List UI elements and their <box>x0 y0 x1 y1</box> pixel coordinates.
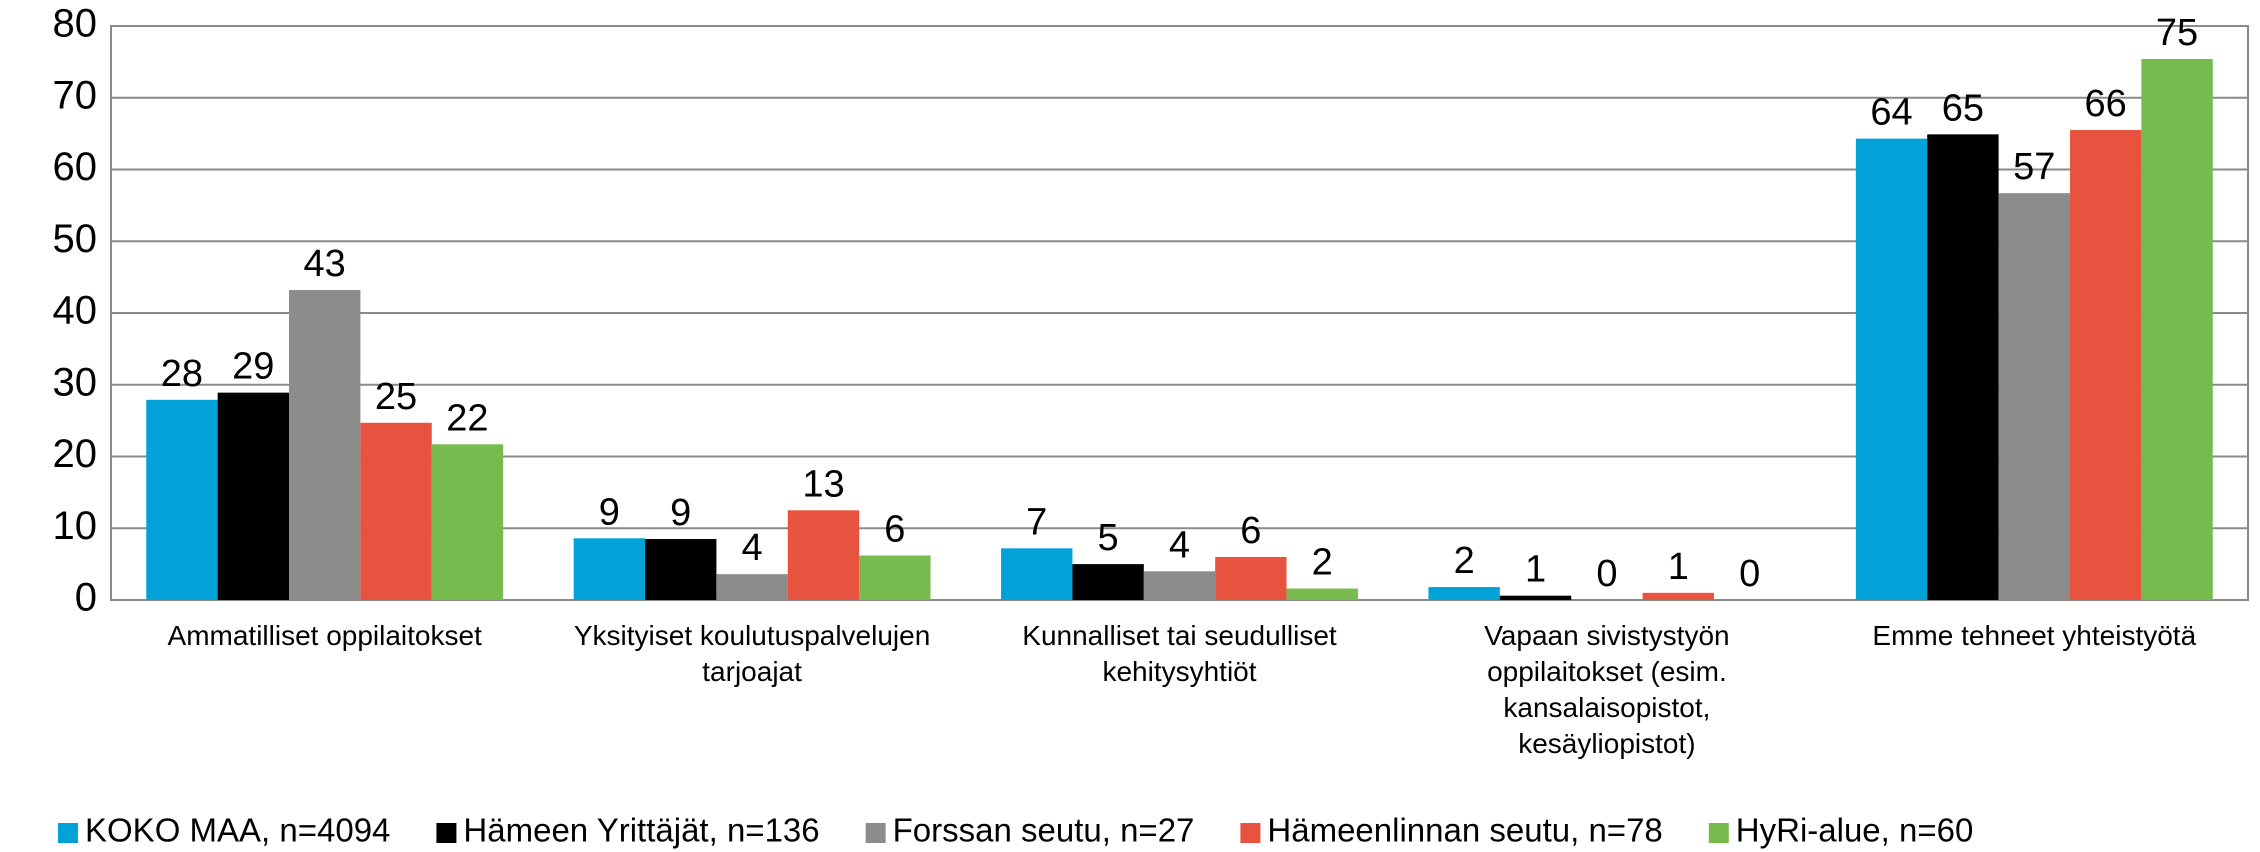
y-tick-label: 60 <box>53 145 98 189</box>
data-label: 22 <box>446 397 488 439</box>
data-label: 65 <box>1942 87 1984 129</box>
y-tick-label: 20 <box>53 432 98 476</box>
legend-label: Hämeen Yrittäjät, n=136 <box>463 812 819 849</box>
data-label: 5 <box>1098 517 1119 559</box>
x-tick-label: Ammatilliset oppilaitokset <box>168 620 483 651</box>
data-label: 6 <box>1240 510 1261 552</box>
bar <box>787 510 860 600</box>
bar <box>431 444 504 600</box>
bar <box>1998 193 2070 601</box>
legend-swatch <box>436 823 457 843</box>
data-label: 9 <box>670 492 691 534</box>
data-label: 0 <box>1596 553 1617 595</box>
bar <box>859 555 931 600</box>
data-label: 1 <box>1525 549 1546 591</box>
data-label: 29 <box>232 346 274 388</box>
y-tick-label: 50 <box>53 217 98 261</box>
bar <box>1143 571 1216 600</box>
x-tick-label: Kunnalliset tai seudulliset kehitysyhtiöt <box>1022 620 1337 687</box>
data-label: 57 <box>2013 146 2055 188</box>
y-tick-label: 70 <box>53 73 98 117</box>
data-label: 64 <box>1870 92 1912 134</box>
bar <box>1428 587 1500 600</box>
legend-swatch <box>1708 823 1729 843</box>
legend-swatch <box>58 823 78 843</box>
data-label: 7 <box>1026 501 1047 543</box>
bar <box>289 290 361 600</box>
x-tick-label: Vapaan sivistystyön oppilaitokset (esim. k… <box>1484 620 1729 759</box>
data-label: 43 <box>304 243 346 285</box>
bar <box>573 538 646 600</box>
y-tick-label: 80 <box>53 2 98 46</box>
legend-swatch <box>865 823 886 843</box>
bar <box>1001 548 1073 600</box>
legend-label: Hämeenlinnan seutu, n=78 <box>1267 812 1662 849</box>
bar <box>1286 588 1358 600</box>
data-label: 4 <box>742 527 763 569</box>
data-label: 9 <box>599 491 620 533</box>
legend-label: Forssan seutu, n=27 <box>893 812 1195 849</box>
bar <box>1215 556 1287 600</box>
data-label: 2 <box>1454 540 1475 582</box>
y-tick-label: 0 <box>75 576 97 620</box>
data-label: 75 <box>2156 12 2198 54</box>
data-label: 13 <box>802 463 844 505</box>
data-label: 2 <box>1312 542 1333 584</box>
bar <box>217 392 290 600</box>
y-tick-label: 10 <box>53 504 98 548</box>
bar <box>2141 59 2213 600</box>
bar <box>1855 138 1928 600</box>
data-label: 28 <box>161 353 203 395</box>
data-label: 1 <box>1668 546 1689 588</box>
data-label: 25 <box>375 376 417 418</box>
x-tick-label: Emme tehneet yhteistyötä <box>1872 620 2196 651</box>
bar <box>146 399 218 600</box>
y-tick-label: 40 <box>53 289 98 333</box>
y-tick-label: 30 <box>53 360 98 404</box>
data-label: 66 <box>2085 83 2127 125</box>
legend-label: HyRi-alue, n=60 <box>1736 812 1974 849</box>
bar <box>716 574 788 600</box>
bar <box>1642 592 1714 600</box>
legend-swatch <box>1240 823 1261 843</box>
data-label: 4 <box>1169 524 1190 566</box>
data-label: 6 <box>884 509 905 551</box>
bar <box>2069 130 2142 600</box>
legend-label: KOKO MAA, n=4094 <box>85 812 390 849</box>
bar <box>360 422 432 600</box>
data-label: 0 <box>1739 553 1760 595</box>
bar <box>1072 564 1144 600</box>
bar <box>1499 595 1572 600</box>
x-tick-label: Yksityiset koulutuspalvelujen tarjoajat <box>574 620 930 687</box>
bar <box>1927 134 1999 600</box>
bar <box>645 539 717 600</box>
